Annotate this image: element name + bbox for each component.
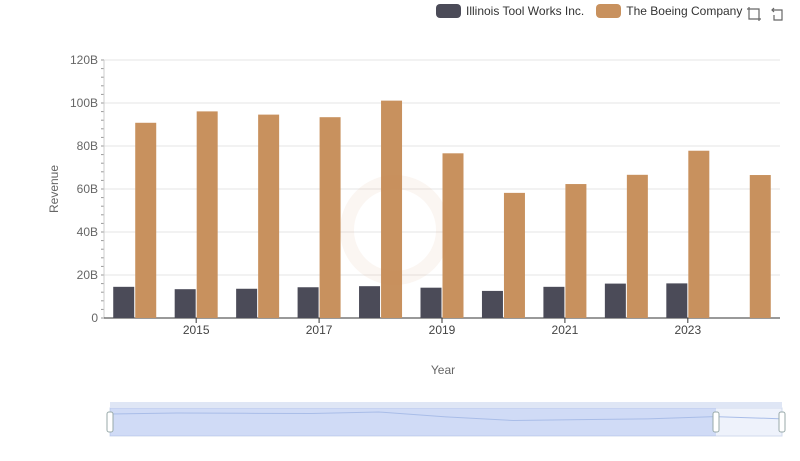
bar-boeing[interactable] <box>319 117 341 318</box>
y-tick-label: 60B <box>77 182 98 196</box>
bar-boeing[interactable] <box>626 174 648 318</box>
slider-handle-left[interactable] <box>106 411 114 433</box>
bar-illinois[interactable] <box>297 287 319 318</box>
x-tick-label: 2015 <box>183 323 210 337</box>
y-tick-label: 20B <box>77 268 98 282</box>
legend-item-boeing[interactable]: The Boeing Company <box>596 4 742 18</box>
bar-boeing[interactable] <box>565 184 587 318</box>
bar-illinois[interactable] <box>420 287 442 318</box>
slider-top-bar[interactable] <box>110 402 782 408</box>
x-tick-label: 2019 <box>429 323 456 337</box>
y-tick-label: 0 <box>91 311 98 325</box>
bar-boeing[interactable] <box>381 100 403 318</box>
slider-selection[interactable] <box>110 408 716 436</box>
x-axis-label: Year <box>431 363 455 377</box>
bar-illinois[interactable] <box>236 288 258 318</box>
legend-swatch <box>596 4 622 18</box>
legend-item-illinois[interactable]: Illinois Tool Works Inc. <box>436 4 584 18</box>
x-tick-label: 2021 <box>552 323 579 337</box>
bar-boeing[interactable] <box>135 122 157 318</box>
bar-illinois[interactable] <box>543 286 565 318</box>
legend: Illinois Tool Works Inc. The Boeing Comp… <box>436 4 754 18</box>
bar-illinois[interactable] <box>604 283 626 318</box>
bar-boeing[interactable] <box>688 150 710 318</box>
bar-boeing[interactable] <box>503 192 525 318</box>
bar-boeing[interactable] <box>258 114 280 318</box>
bar-illinois[interactable] <box>113 286 135 318</box>
x-tick-label: 2023 <box>674 323 701 337</box>
y-axis-label: Revenue <box>47 165 61 213</box>
bar-boeing[interactable] <box>749 175 771 318</box>
slider-handle-end[interactable] <box>778 411 786 433</box>
bar-illinois[interactable] <box>359 286 381 318</box>
legend-swatch <box>436 4 461 18</box>
slider-preview-line <box>109 411 783 421</box>
x-tick-label: 2017 <box>306 323 333 337</box>
chart-toolbar <box>746 6 786 22</box>
y-tick-label: 80B <box>77 139 98 153</box>
legend-label: The Boeing Company <box>626 4 743 18</box>
zoom-reset-icon[interactable] <box>770 6 786 22</box>
range-slider[interactable] <box>106 402 786 437</box>
y-tick-label: 120B <box>70 53 98 67</box>
legend-label: Illinois Tool Works Inc. <box>466 4 585 18</box>
zoom-select-icon[interactable] <box>746 6 762 22</box>
y-tick-label: 40B <box>77 225 98 239</box>
bar-illinois[interactable] <box>481 290 503 318</box>
bar-illinois[interactable] <box>666 283 688 318</box>
bar-illinois[interactable] <box>174 289 196 318</box>
slider-handle-right[interactable] <box>712 411 720 433</box>
y-tick-label: 100B <box>70 96 98 110</box>
bar-boeing[interactable] <box>442 153 464 318</box>
bar-boeing[interactable] <box>196 111 218 318</box>
watermark-logo <box>340 175 450 285</box>
bars <box>113 100 771 318</box>
